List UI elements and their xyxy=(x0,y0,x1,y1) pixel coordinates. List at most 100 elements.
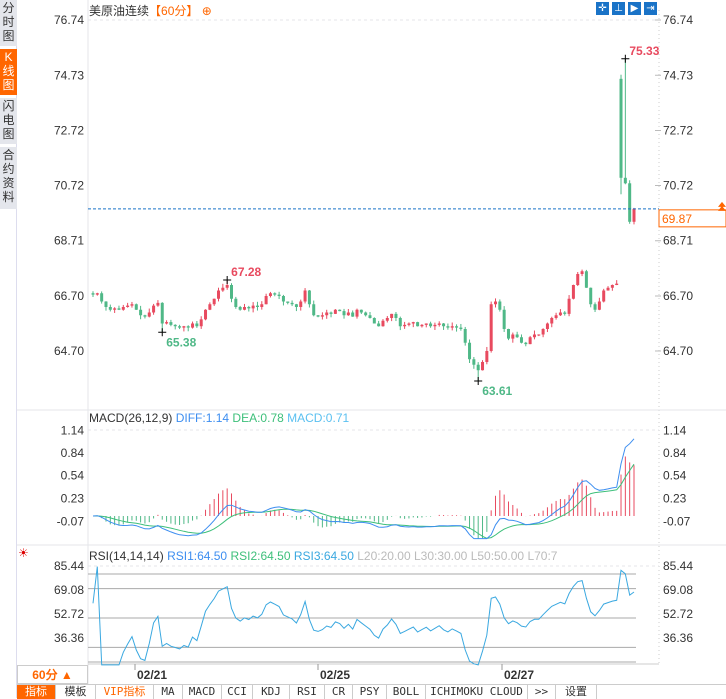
candle-body xyxy=(134,304,138,310)
candle-body xyxy=(472,359,476,365)
candle xyxy=(338,309,342,312)
period-label[interactable]: 【60分】 xyxy=(149,4,199,18)
candle xyxy=(563,311,567,316)
candle-body xyxy=(407,323,411,325)
period-selector[interactable]: 60分 ▲ xyxy=(17,665,88,684)
toolbar-item[interactable]: VIP指标 xyxy=(96,685,154,699)
candle-body xyxy=(204,309,208,320)
candle xyxy=(528,335,532,345)
candle-body xyxy=(416,322,420,327)
candle-body xyxy=(208,304,212,310)
toolbar-item[interactable]: BOLL xyxy=(387,685,426,699)
toolbar-item[interactable]: RSI xyxy=(290,685,325,699)
jump-latest-icon[interactable]: ⇥ xyxy=(644,2,657,15)
toolbar-item[interactable]: CR xyxy=(325,685,353,699)
candle-body xyxy=(584,271,588,288)
play-range-icon[interactable]: ▶ xyxy=(628,2,641,15)
macd-tick-label: 0.23 xyxy=(61,492,85,506)
toolbar-item[interactable]: MACD xyxy=(183,685,222,699)
candle xyxy=(229,283,233,303)
toolbar-item[interactable]: KDJ xyxy=(253,685,290,699)
candle-body xyxy=(156,302,160,306)
candle-body xyxy=(628,183,632,222)
candle-body xyxy=(191,323,195,328)
toolbar-item[interactable]: PSY xyxy=(353,685,387,699)
candle xyxy=(429,321,433,328)
candle-body xyxy=(281,295,285,302)
candle-body xyxy=(325,312,329,316)
time-tick-label: 02/21 xyxy=(137,668,167,682)
marker-cross xyxy=(223,276,232,285)
candle-body xyxy=(545,323,549,329)
candle xyxy=(364,311,368,317)
candle xyxy=(610,284,614,291)
candle xyxy=(286,301,290,305)
crosshair-icon[interactable]: ✛ xyxy=(596,2,609,15)
toolbar-item[interactable]: 设置 xyxy=(556,685,597,699)
candle xyxy=(191,321,195,329)
candle-body xyxy=(255,305,259,307)
candle xyxy=(372,317,376,324)
candle xyxy=(126,302,130,308)
rsi-tick-label: 85.44 xyxy=(54,559,84,573)
tab-flash-chart[interactable]: 闪电图 xyxy=(0,98,17,144)
macd-tick-label: -0.07 xyxy=(57,514,85,528)
toolbar-item[interactable]: CCI xyxy=(222,685,253,699)
candle xyxy=(299,299,303,311)
chart-canvas[interactable]: 76.74 76.74 74.73 74.73 72.72 72.72 70.72 70.72… xyxy=(0,0,726,684)
rsi-tick-label: 69.08 xyxy=(663,583,693,597)
toolbar-item[interactable]: >> xyxy=(528,685,556,699)
candle xyxy=(511,332,515,343)
extreme-price-label: 65.38 xyxy=(166,335,196,349)
candle xyxy=(268,291,272,298)
candle xyxy=(329,311,333,318)
candle xyxy=(580,269,584,277)
candle-body xyxy=(173,324,177,327)
candle xyxy=(403,321,407,329)
candle xyxy=(277,291,281,300)
rsi-line xyxy=(92,566,635,666)
toolbar-item[interactable]: ICHIMOKU CLOUD xyxy=(426,685,528,699)
candle xyxy=(204,309,208,321)
price-tick-label: 72.72 xyxy=(54,124,84,138)
settings-sun-icon[interactable]: ☀ xyxy=(18,546,29,560)
instrument-name: 美原油连续 xyxy=(89,4,150,18)
toolbar-item[interactable]: 指标 xyxy=(17,685,56,699)
rsi-tick-label: 52.72 xyxy=(663,607,693,621)
price-tick-label: 66.70 xyxy=(663,289,693,303)
candle-body xyxy=(359,309,363,313)
candle xyxy=(294,303,298,312)
candle xyxy=(108,304,112,312)
tab-contract-info[interactable]: 合约资料 xyxy=(0,147,17,209)
marker-cross xyxy=(474,376,483,385)
candle xyxy=(424,323,428,328)
candle xyxy=(623,58,627,185)
fit-axis-icon[interactable]: ⊥ xyxy=(612,2,625,15)
candle xyxy=(390,313,394,322)
extreme-price-label: 63.61 xyxy=(482,384,512,398)
candle-body xyxy=(229,285,233,299)
candle-body xyxy=(429,323,433,327)
candle xyxy=(208,302,212,311)
macd-dea: DEA:0.78 xyxy=(232,411,284,425)
toolbar-item[interactable]: 模板 xyxy=(56,685,96,699)
tab-kline-chart[interactable]: K线图 xyxy=(0,49,17,95)
candle-body xyxy=(619,78,623,178)
price-tick-label: 70.72 xyxy=(663,178,693,192)
toolbar-item[interactable]: MA xyxy=(154,685,183,699)
macd-legend: MACD(26,12,9) DIFF:1.14 DEA:0.78 MACD:0.… xyxy=(89,411,349,425)
circle-plus-icon[interactable]: ⊕ xyxy=(201,4,212,18)
sidebar: 分时图 K线图 闪电图 合约资料 xyxy=(0,0,17,698)
candle-body xyxy=(238,306,242,310)
candle-body xyxy=(385,317,389,321)
extreme-price-label: 67.28 xyxy=(231,265,261,279)
candle-body xyxy=(576,274,580,286)
candle-body xyxy=(442,323,446,327)
price-tick-label: 68.71 xyxy=(663,234,693,248)
tab-time-chart[interactable]: 分时图 xyxy=(0,0,17,46)
candle-body xyxy=(420,324,424,327)
candle-body xyxy=(165,322,169,324)
macd-value: MACD:0.71 xyxy=(287,411,350,425)
rsi-l30: L30:30.00 xyxy=(413,549,468,563)
candle xyxy=(260,301,264,310)
